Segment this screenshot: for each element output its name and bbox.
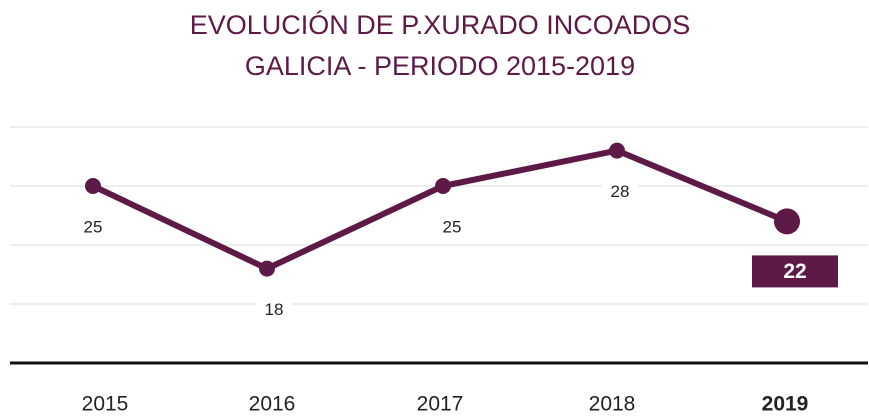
data-label: 25 [84,217,103,236]
chart-title: EVOLUCIÓN DE P.XURADO INCOADOS [190,9,691,40]
data-label: 25 [443,217,462,236]
label-bg [256,298,292,323]
data-label: 28 [611,182,630,201]
data-label: 18 [265,300,284,319]
label-box [752,255,838,288]
label-bg [75,216,111,240]
chart-subtitle: GALICIA - PERIODO 2015-2019 [245,51,635,81]
x-tick-label: 2018 [589,393,636,416]
point [435,178,451,194]
point [774,208,800,235]
x-tick-label: 2017 [417,393,464,416]
data-label: 22 [783,260,806,283]
x-tick-label: 2016 [249,393,296,416]
x-tick-label: 2015 [82,393,129,416]
x-tick-label: 2019 [762,393,809,416]
point [85,178,101,194]
point [259,260,275,277]
label-bg [602,180,638,205]
label-bg [434,216,470,240]
line [91,147,789,272]
point [609,142,625,159]
